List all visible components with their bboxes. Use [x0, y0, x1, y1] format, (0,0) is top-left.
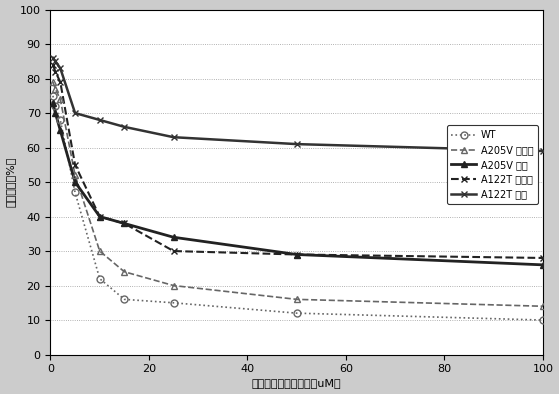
A122T ヘテロ	[96, 214, 103, 219]
A122T ホモ	[96, 117, 103, 122]
A122T ホモ	[57, 66, 64, 71]
A122T ホモ	[121, 125, 127, 129]
WT	[52, 104, 59, 108]
WT	[72, 190, 78, 195]
A122T ホモ	[50, 56, 56, 60]
Line: A205V ホモ: A205V ホモ	[49, 99, 546, 268]
A205V ヘテロ	[57, 97, 64, 102]
Y-axis label: 発展抑制（%）: 発展抑制（%）	[6, 157, 16, 207]
Legend: WT, A205V ヘテロ, A205V ホモ, A122T ヘテロ, A122T ホモ: WT, A205V ヘテロ, A205V ホモ, A122T ヘテロ, A122…	[447, 125, 538, 204]
A122T ホモ	[52, 59, 59, 64]
A122T ヘテロ	[57, 80, 64, 84]
A122T ヘテロ	[50, 62, 56, 67]
WT	[96, 276, 103, 281]
WT	[170, 301, 177, 305]
A205V ホモ	[72, 180, 78, 184]
A122T ヘテロ	[170, 249, 177, 253]
A122T ヘテロ	[293, 252, 300, 257]
WT	[57, 117, 64, 122]
A122T ヘテロ	[539, 256, 546, 260]
WT	[50, 93, 56, 98]
A122T ホモ	[72, 111, 78, 115]
A205V ヘテロ	[52, 87, 59, 91]
A122T ヘテロ	[52, 69, 59, 74]
A122T ホモ	[293, 142, 300, 147]
Line: A205V ヘテロ: A205V ヘテロ	[49, 78, 546, 310]
A205V ホモ	[57, 128, 64, 133]
Line: A122T ヘテロ: A122T ヘテロ	[49, 61, 546, 262]
A122T ヘテロ	[121, 221, 127, 226]
A205V ホモ	[50, 100, 56, 105]
Line: WT: WT	[49, 92, 546, 323]
A122T ホモ	[170, 135, 177, 139]
A205V ヘテロ	[121, 269, 127, 274]
A205V ヘテロ	[539, 304, 546, 309]
A205V ホモ	[52, 111, 59, 115]
A205V ホモ	[539, 262, 546, 267]
A122T ヘテロ	[72, 162, 78, 167]
WT	[539, 318, 546, 322]
Line: A122T ホモ: A122T ホモ	[49, 54, 546, 154]
A205V ヘテロ	[96, 249, 103, 253]
X-axis label: イマザモクスの濃度（uM）: イマザモクスの濃度（uM）	[252, 379, 342, 388]
A205V ホモ	[121, 221, 127, 226]
A205V ホモ	[293, 252, 300, 257]
WT	[121, 297, 127, 302]
A122T ホモ	[539, 149, 546, 153]
A205V ヘテロ	[72, 173, 78, 178]
A205V ホモ	[96, 214, 103, 219]
A205V ヘテロ	[293, 297, 300, 302]
A205V ホモ	[170, 235, 177, 240]
A205V ヘテロ	[50, 80, 56, 84]
A205V ヘテロ	[170, 283, 177, 288]
WT	[293, 311, 300, 316]
